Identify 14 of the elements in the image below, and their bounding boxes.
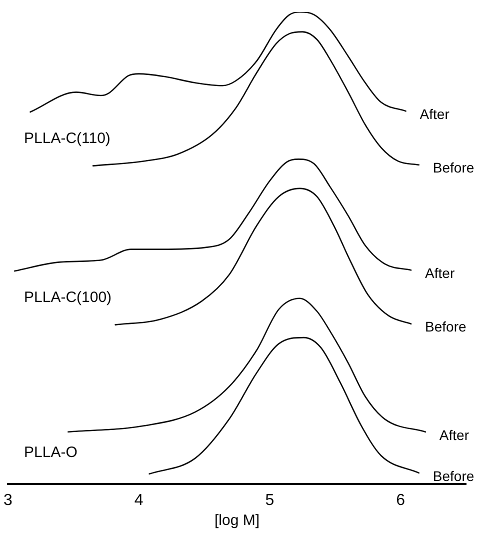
annotation: PLLA-O xyxy=(24,444,78,462)
series-label: Before xyxy=(425,318,466,335)
series-label: Before xyxy=(432,160,474,176)
annotation: PLLA-C(100) xyxy=(24,289,112,306)
x-axis-title: [log M] xyxy=(214,512,260,530)
annotation: PLLA-C(110) xyxy=(24,130,110,148)
x-tick-label: 6 xyxy=(396,492,406,509)
series-label: After xyxy=(420,106,450,122)
series-label: After xyxy=(439,426,470,443)
x-tick-label: 4 xyxy=(134,492,144,509)
x-tick-label: 5 xyxy=(265,492,274,509)
x-tick-label: 3 xyxy=(4,492,13,509)
series-label: After xyxy=(425,264,455,281)
series-label: Before xyxy=(432,468,474,484)
